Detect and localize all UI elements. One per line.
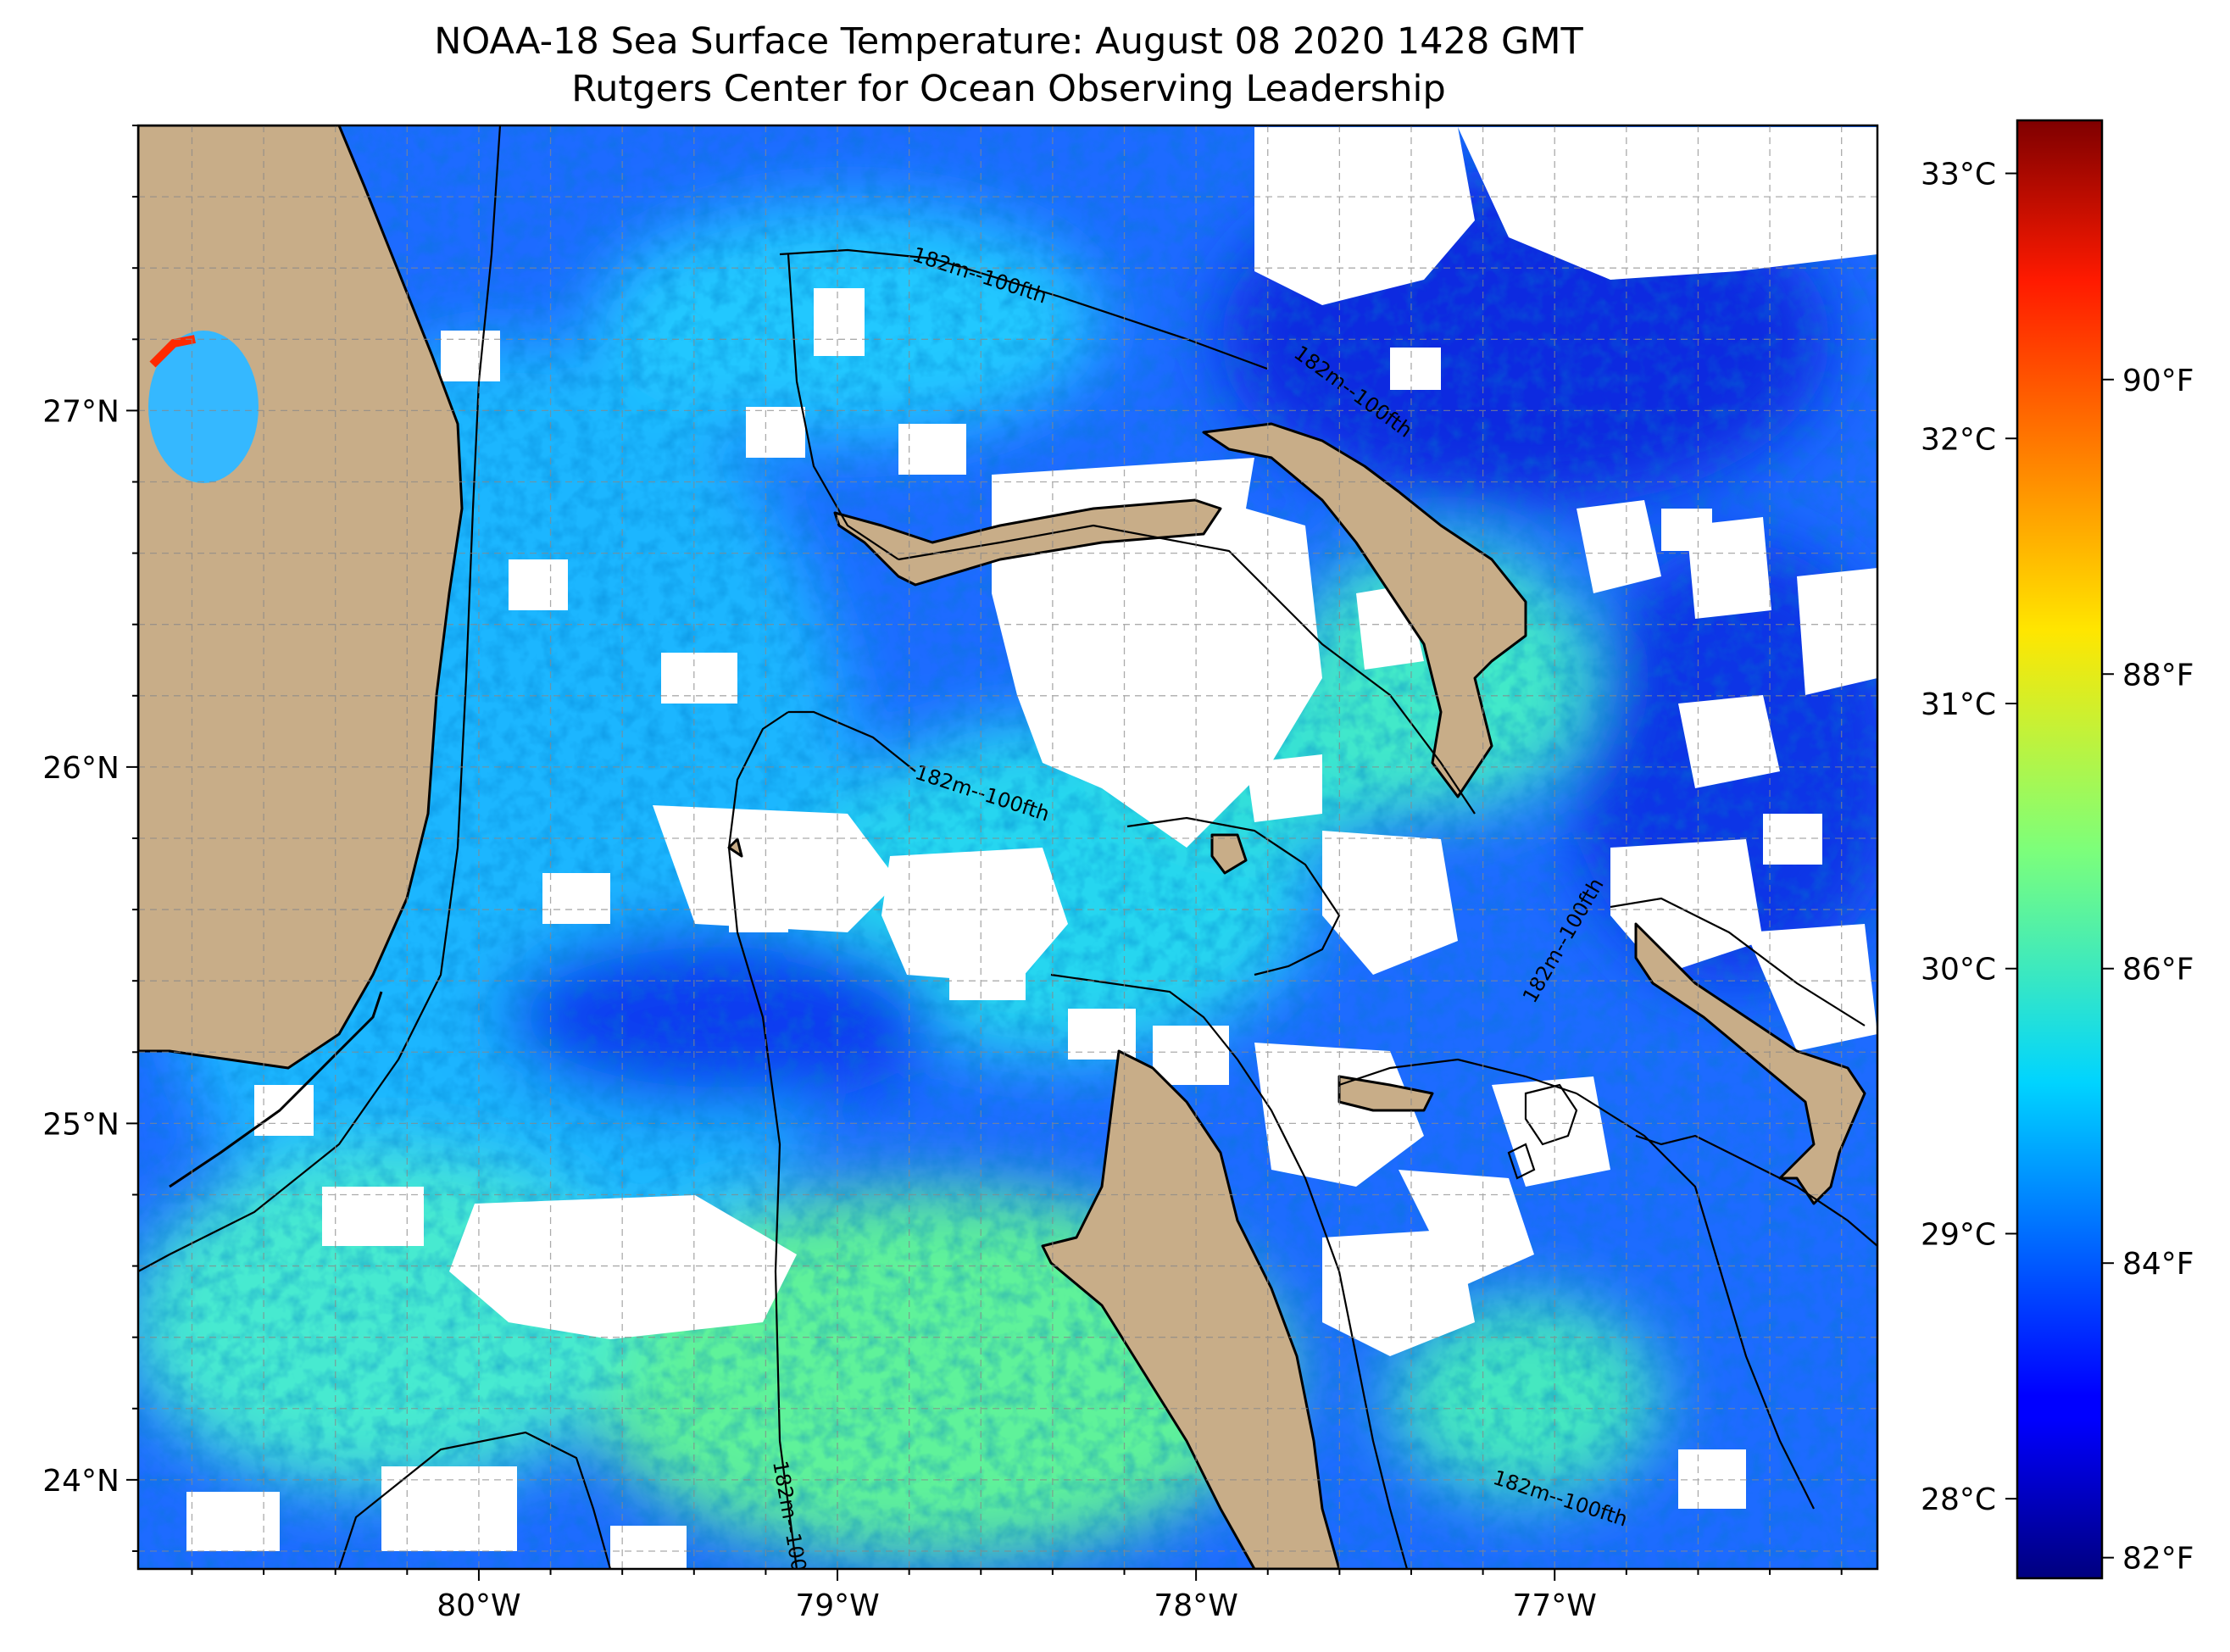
map-frame: [136, 124, 1879, 1571]
fahrenheit-tick-label: 90°F: [2122, 364, 2194, 398]
fahrenheit-tick-label: 84°F: [2122, 1247, 2194, 1282]
celsius-tick-label: 28°C: [1921, 1482, 1996, 1517]
lake-okeechobee: [148, 331, 259, 483]
cloud-mask: [186, 127, 1877, 1569]
andros: [1041, 1049, 1341, 1569]
lake-warm-edge: [149, 335, 196, 368]
celsius-tick-label: 33°C: [1921, 158, 1996, 192]
bimini: [727, 837, 743, 858]
florida-keys: [169, 991, 383, 1188]
y-tick-label: 26°N: [42, 751, 120, 786]
colorbar-labels: 28°C 29°C 30°C 31°C 32°C 33°C 82°F 84°F 86°F 88°F…: [1921, 158, 2194, 1577]
celsius-tick-label: 31°C: [1921, 687, 1996, 722]
y-tick-label: 25°N: [42, 1107, 120, 1142]
y-tick-label: 27°N: [42, 394, 120, 429]
fahrenheit-tick-label: 86°F: [2122, 953, 2194, 987]
chart-title: NOAA-18 Sea Surface Temperature: August …: [434, 20, 1583, 63]
celsius-tick-label: 29°C: [1921, 1217, 1996, 1252]
fahrenheit-tick-label: 88°F: [2122, 658, 2194, 693]
x-tick-label: 78°W: [1154, 1588, 1237, 1623]
berry-islands: [1210, 833, 1248, 875]
x-tick-label: 77°W: [1513, 1588, 1597, 1623]
celsius-tick-label: 30°C: [1921, 953, 1996, 987]
isobath-middle: [788, 710, 1341, 976]
x-tick-label: 80°W: [437, 1588, 520, 1623]
y-tick-label: 24°N: [42, 1464, 120, 1499]
isobath-west: [138, 125, 502, 1272]
map-area: 182m--100fth 182m--100fth 182m--100fth 1…: [138, 125, 1877, 1569]
chart-subtitle: Rutgers Center for Ocean Observing Leade…: [571, 68, 1446, 110]
eleuthera: [1634, 922, 1866, 1205]
x-tick-label: 79°W: [795, 1588, 879, 1623]
celsius-tick-label: 32°C: [1921, 422, 1996, 457]
colorbar-ticks: [2005, 172, 2114, 1559]
axis-ticks: [126, 125, 1843, 1581]
gridlines: [138, 125, 1877, 1569]
colorbar: [2016, 119, 2104, 1580]
axis-labels: 80°W 79°W 78°W 77°W 24°N 25°N 26°N 27°N: [42, 394, 1597, 1623]
fahrenheit-tick-label: 82°F: [2122, 1542, 2194, 1577]
